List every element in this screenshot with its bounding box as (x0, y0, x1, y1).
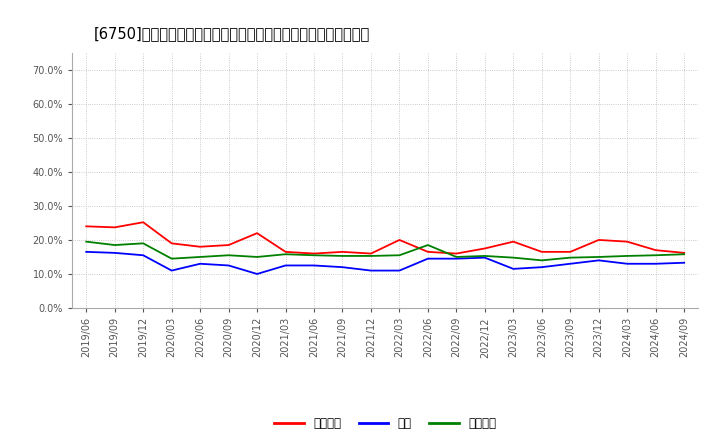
買入債務 (595, 254, 603, 260)
売上債権 (595, 237, 603, 242)
買入債務 (282, 252, 290, 257)
買入債務 (480, 253, 489, 259)
買入債務 (139, 241, 148, 246)
在庫 (537, 264, 546, 270)
在庫 (310, 263, 318, 268)
売上債権 (652, 248, 660, 253)
買入債務 (537, 258, 546, 263)
売上債権 (509, 239, 518, 244)
在庫 (509, 266, 518, 271)
在庫 (395, 268, 404, 273)
在庫 (680, 260, 688, 265)
買入債務 (225, 253, 233, 258)
在庫 (480, 255, 489, 260)
売上債権 (366, 251, 375, 256)
買入債務 (167, 256, 176, 261)
売上債権 (480, 246, 489, 251)
買入債務 (680, 252, 688, 257)
買入債務 (566, 255, 575, 260)
売上債権 (282, 249, 290, 254)
買入債務 (623, 253, 631, 259)
在庫 (652, 261, 660, 266)
在庫 (82, 249, 91, 254)
売上債権 (452, 251, 461, 256)
在庫 (167, 268, 176, 273)
在庫 (595, 258, 603, 263)
売上債権 (167, 241, 176, 246)
売上債権 (423, 249, 432, 254)
Line: 買入債務: 買入債務 (86, 242, 684, 260)
Line: 売上債権: 売上債権 (86, 222, 684, 253)
在庫 (196, 261, 204, 266)
買入債務 (196, 254, 204, 260)
在庫 (566, 261, 575, 266)
売上債権 (310, 251, 318, 256)
売上債権 (395, 237, 404, 242)
買入債務 (82, 239, 91, 244)
在庫 (338, 264, 347, 270)
売上債権 (566, 249, 575, 254)
Line: 在庫: 在庫 (86, 252, 684, 274)
売上債権 (338, 249, 347, 254)
買入債務 (110, 242, 119, 248)
売上債権 (82, 224, 91, 229)
在庫 (225, 263, 233, 268)
売上債権 (537, 249, 546, 254)
買入債務 (366, 253, 375, 259)
売上債権 (253, 231, 261, 236)
Legend: 売上債権, 在庫, 買入債務: 売上債権, 在庫, 買入債務 (269, 412, 501, 435)
買入債務 (395, 253, 404, 258)
在庫 (423, 256, 432, 261)
買入債務 (338, 253, 347, 259)
買入債務 (310, 253, 318, 258)
在庫 (253, 271, 261, 277)
買入債務 (253, 254, 261, 260)
売上債権 (225, 242, 233, 248)
売上債権 (680, 250, 688, 256)
売上債権 (623, 239, 631, 244)
在庫 (623, 261, 631, 266)
買入債務 (452, 254, 461, 260)
在庫 (139, 253, 148, 258)
買入債務 (423, 242, 432, 248)
売上債権 (110, 225, 119, 230)
買入債務 (652, 253, 660, 258)
Text: [6750]　売上債権、在庫、買入債務の総資産に対する比率の推移: [6750] 売上債権、在庫、買入債務の総資産に対する比率の推移 (94, 26, 370, 41)
売上債権 (139, 220, 148, 225)
在庫 (366, 268, 375, 273)
売上債権 (196, 244, 204, 249)
在庫 (282, 263, 290, 268)
在庫 (452, 256, 461, 261)
在庫 (110, 250, 119, 256)
買入債務 (509, 255, 518, 260)
